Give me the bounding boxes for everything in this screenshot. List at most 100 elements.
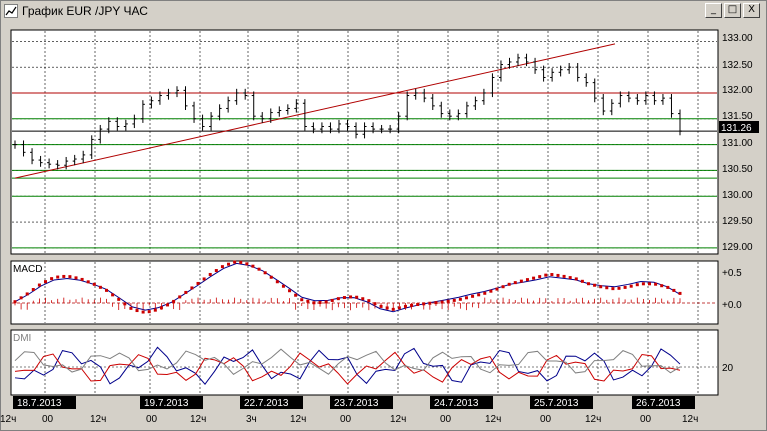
dmi-plus-line — [14, 346, 681, 385]
hour-label: 00 — [640, 414, 652, 425]
close-button[interactable]: X — [743, 3, 760, 18]
macd-signal-dot — [129, 306, 133, 310]
macd-axis-label: +0.5 — [722, 268, 742, 279]
macd-signal-dot — [477, 293, 481, 297]
macd-signal-dot — [111, 293, 115, 297]
macd-panel[interactable] — [10, 260, 719, 325]
macd-signal-dot — [86, 280, 90, 284]
date-badge — [530, 396, 593, 409]
macd-signal-dot — [245, 262, 249, 266]
price-tick-label: 133.00 — [722, 33, 753, 44]
macd-signal-dot — [300, 298, 304, 302]
macd-signal-dot — [239, 260, 243, 264]
macd-signal-dot — [13, 300, 17, 304]
macd-signal-dot — [562, 274, 566, 278]
adx-line — [14, 348, 681, 375]
macd-signal-dot — [202, 277, 206, 281]
macd-signal-dot — [513, 281, 517, 285]
macd-signal-dot — [617, 286, 621, 290]
hour-label: 12ч — [90, 414, 106, 425]
current-price-marker — [719, 121, 759, 133]
date-label: 26.7.2013 — [636, 398, 681, 409]
macd-signal-dot — [68, 275, 72, 279]
macd-signal-dot — [532, 276, 536, 280]
macd-signal-dot — [306, 299, 310, 303]
hour-label: 00 — [440, 414, 452, 425]
macd-signal-dot — [367, 299, 371, 303]
macd-signal-dot — [275, 280, 279, 284]
macd-signal-dot — [214, 269, 218, 273]
chart-app-icon — [4, 3, 18, 18]
macd-signal-dot — [62, 274, 66, 278]
date-badge — [330, 396, 393, 409]
macd-signal-dot — [141, 310, 145, 314]
current-price-label: 131.26 — [721, 123, 752, 134]
trend-line — [14, 43, 616, 179]
date-badge — [240, 396, 303, 409]
maximize-button[interactable]: □ — [724, 3, 741, 18]
macd-signal-dot — [117, 297, 121, 301]
price-panel[interactable] — [10, 29, 719, 255]
macd-signal-dot — [227, 262, 231, 266]
macd-signal-dot — [605, 286, 609, 290]
macd-signal-dot — [599, 285, 603, 289]
macd-signal-dot — [324, 300, 328, 304]
price-tick-label: 132.50 — [722, 60, 753, 71]
macd-signal-dot — [593, 283, 597, 287]
macd-signal-dot — [98, 285, 102, 289]
macd-signal-dot — [525, 278, 529, 282]
hour-label: 12ч — [190, 414, 206, 425]
macd-signal-dot — [440, 300, 444, 304]
macd-signal-dot — [56, 275, 60, 279]
hour-label: 12ч — [0, 414, 16, 425]
date-label: 25.7.2013 — [534, 398, 579, 409]
price-tick-label: 131.50 — [722, 111, 753, 122]
macd-signal-dot — [288, 289, 292, 293]
macd-signal-dot — [660, 284, 664, 288]
macd-signal-dot — [355, 295, 359, 299]
macd-signal-dot — [233, 260, 237, 264]
macd-signal-dot — [391, 307, 395, 311]
macd-signal-dot — [263, 271, 267, 275]
dmi-panel[interactable] — [10, 329, 719, 396]
hour-label: 12ч — [485, 414, 501, 425]
macd-signal-dot — [641, 282, 645, 286]
macd-signal-dot — [635, 283, 639, 287]
title-bar[interactable]: График EUR /JPY ЧАС _ □ X — [1, 1, 764, 20]
date-badge — [140, 396, 203, 409]
macd-signal-dot — [611, 287, 615, 291]
macd-signal-dot — [446, 299, 450, 303]
macd-signal-dot — [208, 272, 212, 276]
price-tick-label: 130.50 — [722, 164, 753, 175]
macd-signal-dot — [666, 285, 670, 289]
macd-signal-dot — [349, 295, 353, 299]
dmi-minus-line — [14, 351, 681, 385]
macd-signal-dot — [19, 296, 23, 300]
macd-signal-dot — [220, 265, 224, 269]
macd-signal-dot — [312, 301, 316, 305]
hour-label: 00 — [146, 414, 158, 425]
date-badge — [430, 396, 493, 409]
price-tick-label: 130.00 — [722, 190, 753, 201]
macd-signal-dot — [483, 291, 487, 295]
macd-signal-dot — [464, 296, 468, 300]
dmi-axis-label: 20 — [722, 363, 734, 374]
macd-signal-dot — [361, 297, 365, 301]
date-label: 23.7.2013 — [334, 398, 379, 409]
macd-signal-dot — [654, 282, 658, 286]
macd-signal-dot — [184, 290, 188, 294]
date-badge — [632, 396, 695, 409]
macd-signal-dot — [80, 277, 84, 281]
macd-signal-dot — [507, 282, 511, 286]
hour-label: 12ч — [585, 414, 601, 425]
macd-signal-dot — [397, 306, 401, 310]
price-tick-label: 132.00 — [722, 85, 753, 96]
macd-signal-dot — [501, 285, 505, 289]
hour-label: 3ч — [246, 414, 257, 425]
macd-signal-dot — [538, 275, 542, 279]
macd-signal-dot — [336, 297, 340, 301]
macd-signal-dot — [92, 282, 96, 286]
macd-signal-dot — [74, 276, 78, 280]
macd-signal-dot — [318, 300, 322, 304]
minimize-button[interactable]: _ — [705, 3, 722, 18]
